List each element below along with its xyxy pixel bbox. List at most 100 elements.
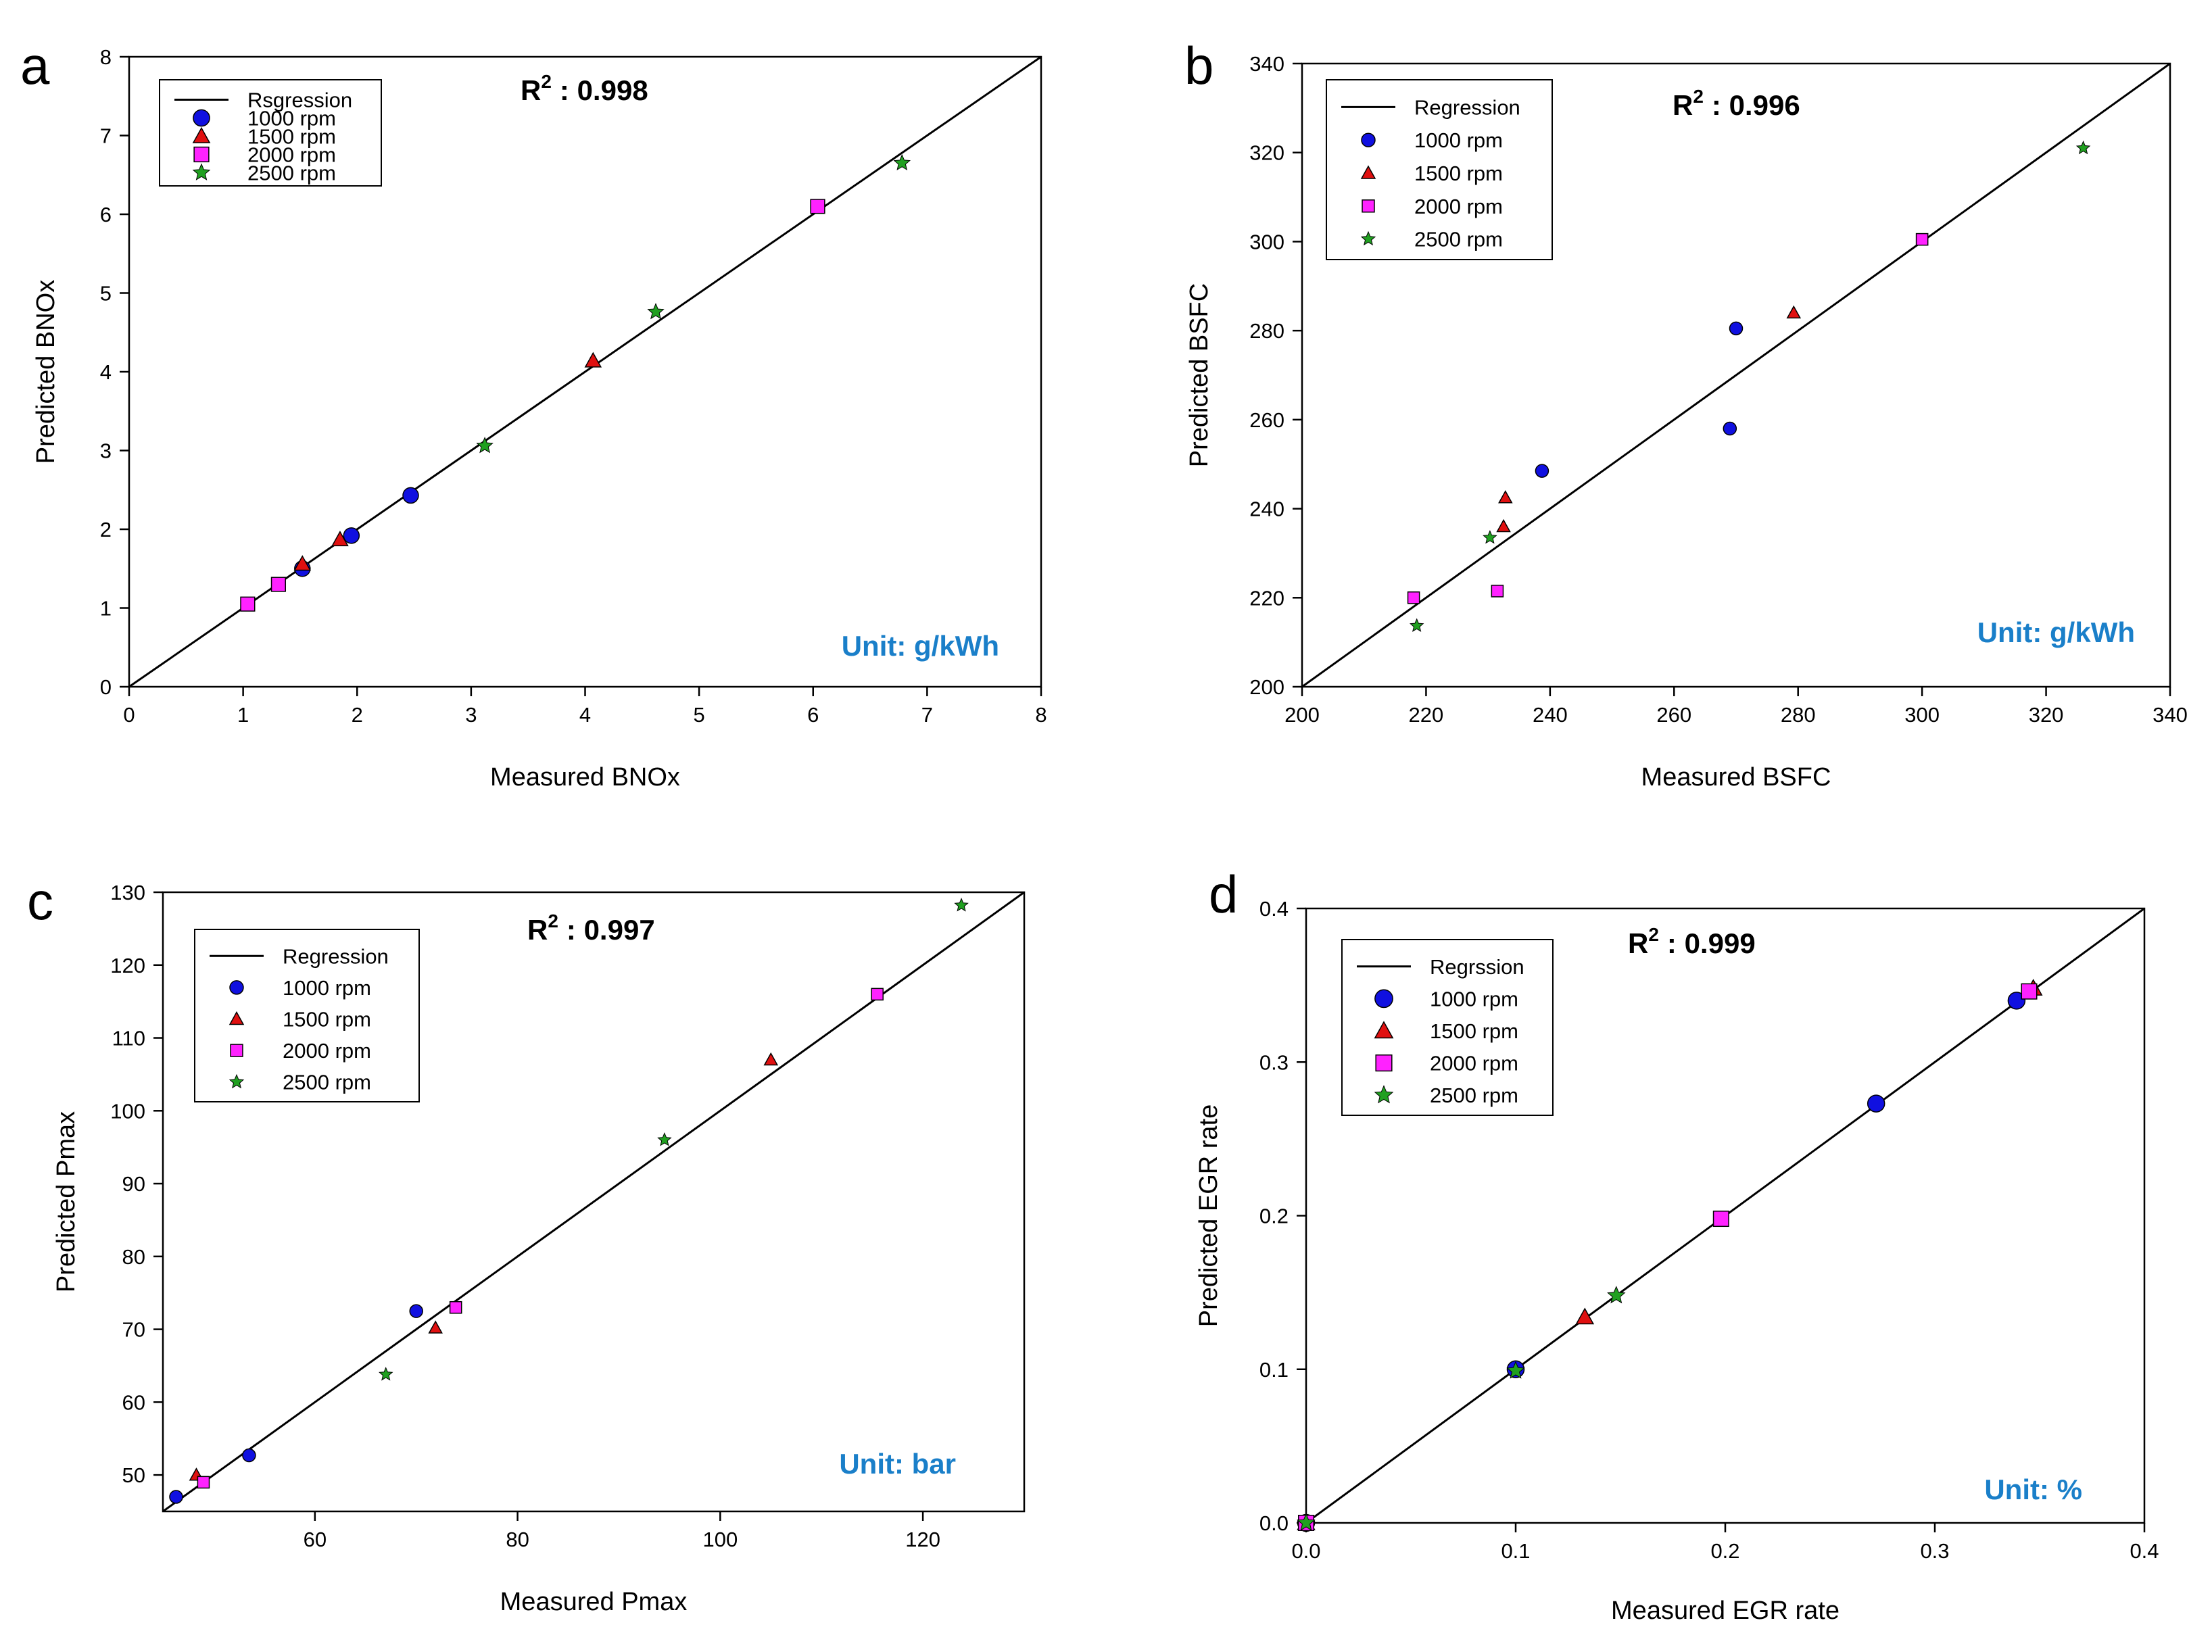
point-1500-rpm bbox=[1786, 305, 1802, 319]
y-tick-label: 0.0 bbox=[1259, 1511, 1289, 1535]
point-2500-rpm bbox=[1483, 530, 1497, 544]
point-2000-rpm bbox=[1407, 591, 1420, 604]
point-2500-rpm bbox=[2075, 140, 2091, 155]
y-tick-label: 110 bbox=[112, 1027, 145, 1050]
r-squared-value: : 0.996 bbox=[1712, 89, 1800, 121]
legend-label: 2000 rpm bbox=[247, 143, 336, 167]
x-tick-label: 80 bbox=[506, 1528, 529, 1551]
legend-label: Regression bbox=[283, 944, 389, 968]
x-tick-label: 0 bbox=[123, 703, 135, 727]
y-tick-label: 340 bbox=[1249, 52, 1284, 76]
legend-label: 2500 rpm bbox=[1430, 1084, 1518, 1107]
legend-label: 2500 rpm bbox=[247, 162, 336, 185]
y-tick-label: 130 bbox=[110, 881, 145, 904]
y-tick-label: 120 bbox=[110, 954, 145, 977]
point-1500-rpm bbox=[1498, 490, 1513, 504]
legend-label: 1000 rpm bbox=[1414, 128, 1503, 152]
legend-label: 2500 rpm bbox=[283, 1071, 371, 1094]
point-2500-rpm bbox=[379, 1367, 393, 1381]
y-tick-label: 300 bbox=[1249, 230, 1284, 253]
r-squared-superscript: 2 bbox=[1648, 924, 1659, 945]
point-1000-rpm bbox=[242, 1448, 256, 1463]
legend-label: Regression bbox=[1414, 95, 1520, 119]
x-tick-label: 0.4 bbox=[2130, 1539, 2159, 1563]
x-tick-label: 0.0 bbox=[1291, 1539, 1320, 1563]
point-1500-rpm bbox=[428, 1320, 443, 1334]
legend-box bbox=[159, 79, 382, 187]
y-tick-label: 260 bbox=[1249, 408, 1284, 432]
y-tick-label: 200 bbox=[1249, 675, 1284, 699]
point-2500-rpm bbox=[1506, 1361, 1525, 1379]
legend-marker-1000-rpm bbox=[1361, 132, 1376, 147]
y-tick-label: 100 bbox=[110, 1099, 145, 1123]
x-tick-label: 5 bbox=[694, 703, 705, 727]
r-squared-value: : 0.997 bbox=[567, 914, 655, 946]
legend-label: 1000 rpm bbox=[283, 976, 371, 1000]
point-2000-rpm bbox=[449, 1301, 462, 1314]
y-tick-label: 4 bbox=[100, 360, 112, 384]
unit-annotation: Unit: g/kWh bbox=[842, 630, 999, 662]
r-squared-symbol: R bbox=[1628, 927, 1648, 959]
legend-marker-2500-rpm bbox=[1374, 1085, 1394, 1104]
point-1500-rpm bbox=[331, 531, 349, 547]
x-tick-label: 0.3 bbox=[1920, 1539, 1949, 1563]
point-2000-rpm bbox=[1712, 1211, 1729, 1228]
legend: Regrssion 1000 rpm 1500 rpm 2000 rpm 2500 rp… bbox=[1341, 939, 1554, 1116]
point-1500-rpm bbox=[1575, 1307, 1595, 1325]
unit-annotation: Unit: g/kWh bbox=[1977, 616, 2135, 648]
y-tick-label: 0.3 bbox=[1259, 1050, 1289, 1074]
r-squared-annotation: R2: 0.998 bbox=[521, 71, 648, 106]
x-tick-label: 300 bbox=[1904, 703, 1940, 727]
legend-label: 1500 rpm bbox=[283, 1008, 371, 1031]
point-2500-rpm bbox=[476, 437, 494, 454]
x-tick-label: 1 bbox=[237, 703, 249, 727]
point-2500-rpm bbox=[893, 153, 911, 171]
point-2000-rpm bbox=[1491, 585, 1504, 598]
point-1000-rpm bbox=[402, 487, 419, 504]
r-squared-annotation: R2: 0.996 bbox=[1673, 86, 1800, 121]
y-tick-label: 8 bbox=[100, 45, 112, 69]
r-squared-symbol: R bbox=[527, 914, 548, 946]
y-tick-label: 220 bbox=[1249, 586, 1284, 610]
y-axis-label: Predicted Pmax bbox=[52, 1111, 80, 1292]
y-tick-label: 240 bbox=[1249, 497, 1284, 521]
point-2000-rpm bbox=[871, 988, 884, 1001]
chart-panel-d: d 0.0 0.1 0.2 0.3 0.4 0.0 0.1 0.2 0.3 0.4 Measured … bbox=[1195, 865, 2159, 1625]
y-tick-label: 280 bbox=[1249, 319, 1284, 343]
x-tick-label: 220 bbox=[1409, 703, 1444, 727]
legend-label: 2500 rpm bbox=[1414, 228, 1503, 251]
panel-label: b bbox=[1184, 36, 1213, 95]
y-tick-label: 90 bbox=[122, 1172, 145, 1196]
y-tick-label: 320 bbox=[1249, 141, 1284, 165]
x-tick-label: 340 bbox=[2153, 703, 2188, 727]
point-2500-rpm bbox=[954, 898, 969, 912]
legend-label: 1500 rpm bbox=[1430, 1019, 1518, 1043]
y-tick-label: 60 bbox=[122, 1390, 145, 1414]
legend-label: 1500 rpm bbox=[1414, 162, 1503, 185]
point-1500-rpm bbox=[293, 555, 312, 571]
point-1000-rpm bbox=[1729, 321, 1744, 336]
point-1000-rpm bbox=[1535, 464, 1549, 478]
panel-label: d bbox=[1209, 865, 1238, 924]
r-squared-value: : 0.998 bbox=[560, 74, 648, 106]
y-axis-label: Predicted BSFC bbox=[1185, 283, 1213, 467]
point-1000-rpm bbox=[1723, 421, 1737, 436]
point-2000-rpm bbox=[1915, 233, 1929, 246]
legend-box bbox=[194, 929, 420, 1102]
y-tick-label: 0.1 bbox=[1259, 1358, 1289, 1382]
x-tick-label: 6 bbox=[807, 703, 819, 727]
legend-label: 1000 rpm bbox=[1430, 987, 1518, 1011]
x-tick-label: 3 bbox=[465, 703, 477, 727]
legend-marker-1000-rpm bbox=[229, 980, 244, 995]
x-tick-label: 7 bbox=[921, 703, 933, 727]
legend-box bbox=[1326, 79, 1553, 260]
x-tick-label: 320 bbox=[2029, 703, 2064, 727]
legend-marker-2000-rpm bbox=[1362, 199, 1375, 213]
legend-marker-2500-rpm bbox=[1360, 230, 1376, 246]
r-squared-value: : 0.999 bbox=[1667, 927, 1756, 959]
legend-label: 1000 rpm bbox=[247, 107, 336, 130]
legend: Regression 1000 rpm 1500 rpm 2000 rpm 2500 r… bbox=[194, 929, 420, 1102]
y-tick-label: 70 bbox=[122, 1318, 145, 1342]
legend-box bbox=[1341, 939, 1554, 1116]
